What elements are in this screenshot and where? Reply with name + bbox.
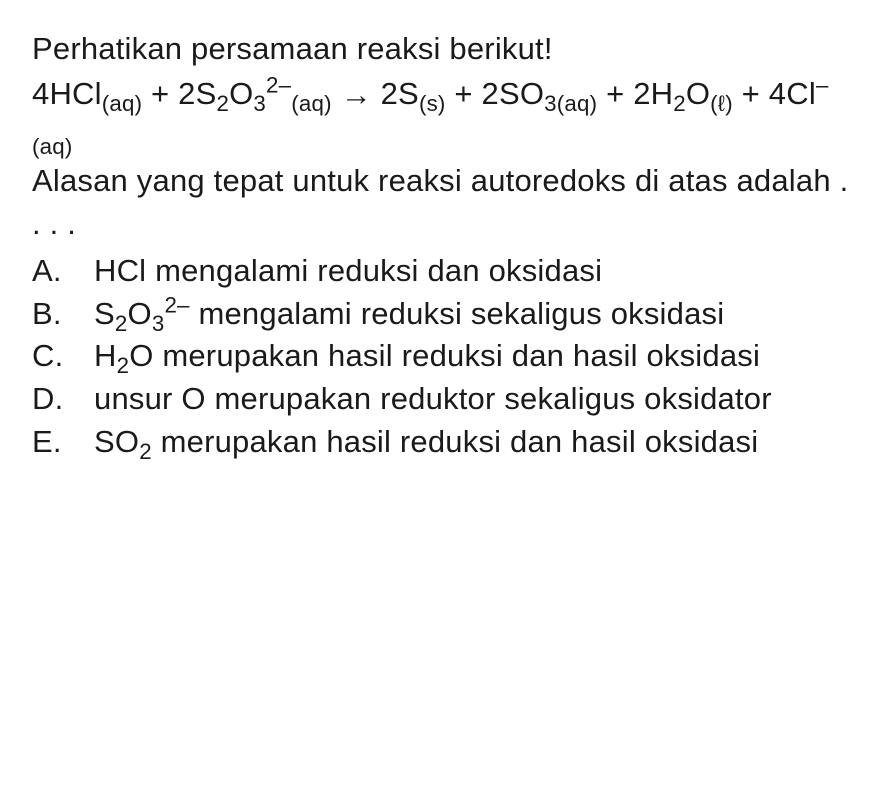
eq-rhs-coef-4: 4 (769, 76, 786, 111)
eq-lhs-sp2-phase: (aq) (291, 91, 331, 116)
eq-plus-3: + (597, 76, 633, 111)
option-letter: A. (32, 250, 94, 293)
opt-e-rest: merupakan hasil reduksi dan hasil oksida… (152, 424, 759, 459)
eq-rhs-sp3-pre: H (651, 76, 674, 111)
option-letter: B. (32, 293, 94, 336)
option-letter: D. (32, 378, 94, 421)
option-text: SO2 merupakan hasil reduksi dan hasil ok… (94, 421, 850, 464)
opt-c-rest: merupakan hasil reduksi dan hasil oksida… (154, 338, 761, 373)
eq-lhs-coef-1: 4 (32, 76, 49, 111)
option-text: H2O merupakan hasil reduksi dan hasil ok… (94, 335, 850, 378)
option-text: unsur O merupakan reduktor sekaligus oks… (94, 378, 850, 421)
eq-rhs-sp4: Cl (786, 76, 816, 111)
question-prompt: Alasan yang tepat untuk reaksi autoredok… (32, 160, 850, 246)
eq-lhs-sp2-pre: S (196, 76, 217, 111)
eq-rhs-sp3-sub-a: 2 (673, 91, 686, 116)
option-b: B. S2O32– mengalami reduksi sekaligus ok… (32, 293, 850, 336)
eq-rhs-coef-3: 2 (633, 76, 650, 111)
answer-options: A. HCl mengalami reduksi dan oksidasi B.… (32, 250, 850, 464)
opt-c-sub-a: 2 (117, 354, 130, 379)
chemical-equation: 4HCl(aq) + 2S2O32–(aq) → 2S(s) + 2SO3(aq… (32, 73, 850, 159)
opt-b-rest: mengalami reduksi sekaligus oksidasi (190, 296, 725, 331)
option-d: D. unsur O merupakan reduktor sekaligus … (32, 378, 850, 421)
eq-plus-2: + (446, 76, 482, 111)
reaction-arrow-icon: → (341, 74, 372, 117)
option-text: S2O32– mengalami reduksi sekaligus oksid… (94, 293, 850, 336)
eq-lhs-sp1-phase: (aq) (102, 91, 142, 116)
question-intro: Perhatikan persamaan reaksi berikut! (32, 28, 850, 71)
opt-b-sub-a: 2 (115, 311, 128, 336)
opt-c-prefix: H (94, 338, 117, 373)
eq-rhs-sp4-phase: (aq) (32, 134, 72, 159)
option-a: A. HCl mengalami reduksi dan oksidasi (32, 250, 850, 293)
eq-rhs-sp1-phase: (s) (419, 91, 446, 116)
eq-lhs-sp2-sub-b: 3 (253, 91, 266, 116)
eq-rhs-sp2: SO (499, 76, 544, 111)
opt-b-mid: O (128, 296, 152, 331)
option-letter: E. (32, 421, 94, 464)
eq-rhs-sp3-phase: (ℓ) (710, 91, 733, 116)
opt-b-prefix: S (94, 296, 115, 331)
eq-plus-1: + (142, 76, 178, 111)
eq-lhs-sp1: HCl (49, 76, 101, 111)
opt-c-mid: O (129, 338, 153, 373)
option-c: C. H2O merupakan hasil reduksi dan hasil… (32, 335, 850, 378)
eq-rhs-sp4-charge: – (816, 72, 829, 97)
opt-b-sub-b: 3 (152, 311, 165, 336)
eq-rhs-coef-1: 2 (381, 76, 398, 111)
eq-lhs-sp2-sub-a: 2 (216, 91, 229, 116)
eq-rhs-sp2-sub: 3(aq) (544, 91, 597, 116)
eq-rhs-sp3-mid: O (686, 76, 710, 111)
eq-lhs-coef-2: 2 (178, 76, 195, 111)
eq-lhs-sp2-charge: 2– (266, 72, 291, 97)
eq-lhs-sp2-mid: O (229, 76, 253, 111)
eq-plus-4: + (733, 76, 769, 111)
opt-e-sub-a: 2 (139, 439, 152, 464)
opt-e-prefix: SO (94, 424, 139, 459)
eq-rhs-sp1: S (398, 76, 419, 111)
eq-rhs-coef-2: 2 (482, 76, 499, 111)
option-letter: C. (32, 335, 94, 378)
option-e: E. SO2 merupakan hasil reduksi dan hasil… (32, 421, 850, 464)
option-text: HCl mengalami reduksi dan oksidasi (94, 250, 850, 293)
opt-b-charge: 2– (164, 292, 189, 317)
